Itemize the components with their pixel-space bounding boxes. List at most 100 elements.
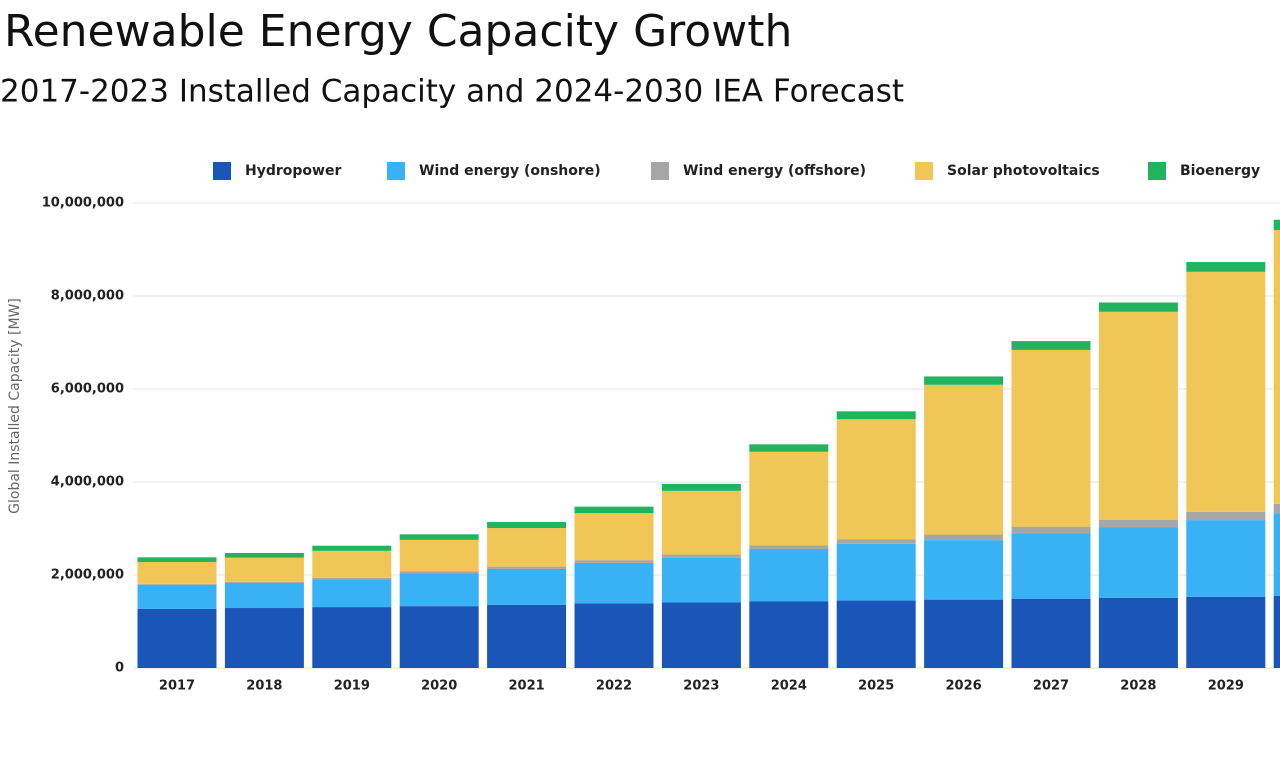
bar-segment	[312, 607, 392, 668]
bar-segment	[224, 581, 304, 583]
bar-segment	[749, 451, 829, 546]
legend-label: Wind energy (onshore)	[419, 163, 601, 179]
bar-segment	[661, 602, 741, 668]
bar-segment	[924, 599, 1004, 668]
bar-segment	[312, 579, 392, 608]
bar-segment	[1186, 596, 1266, 668]
x-tick-label: 2021	[509, 679, 545, 694]
chart-subtitle: 2017-2023 Installed Capacity and 2024-20…	[0, 74, 904, 110]
bar-segment	[137, 557, 217, 562]
bar-segment	[137, 584, 217, 609]
legend-label: Bioenergy	[1180, 163, 1260, 179]
bar-segment	[924, 534, 1004, 541]
bar-segment	[1011, 598, 1091, 668]
bar-segment	[661, 490, 741, 555]
bar-segment	[224, 608, 304, 668]
bar-segment	[836, 419, 916, 540]
bar-segment	[224, 553, 304, 558]
x-tick-label: 2024	[771, 679, 807, 694]
x-tick-label: 2020	[421, 679, 457, 694]
bar-segment	[661, 554, 741, 558]
bar-segment	[487, 566, 567, 569]
bar-segment	[224, 557, 304, 582]
bar-segment	[1273, 229, 1280, 504]
bar-segment	[399, 606, 479, 668]
x-tick-label: 2029	[1208, 679, 1244, 694]
bar-segment	[1273, 595, 1280, 668]
x-tick-label: 2022	[596, 679, 632, 694]
bar-segment	[1098, 597, 1178, 668]
bar-segment	[574, 560, 654, 563]
bar-segment	[487, 528, 567, 567]
bar-segment	[487, 604, 567, 668]
bar-segment	[1273, 513, 1280, 596]
bar-segment	[924, 384, 1004, 535]
bar-segment	[487, 521, 567, 529]
bar-segment	[661, 557, 741, 603]
bar-segment	[1011, 533, 1091, 599]
bar-segment	[1186, 271, 1266, 512]
x-tick-label: 2017	[159, 679, 195, 694]
bar-segment	[1011, 349, 1091, 527]
bar-segment	[312, 577, 392, 580]
bar-segment	[1273, 503, 1280, 514]
bar-segment	[1273, 219, 1280, 230]
bar-segment	[749, 444, 829, 452]
bar-segment	[224, 582, 304, 609]
bar-segment	[924, 540, 1004, 600]
y-tick-label: 6,000,000	[51, 382, 124, 397]
chart-title: Renewable Energy Capacity Growth	[4, 6, 792, 57]
y-tick-label: 2,000,000	[51, 568, 124, 583]
bar-segment	[1098, 302, 1178, 312]
y-axis-label: Global Installed Capacity [MW]	[7, 298, 23, 514]
legend-swatch	[387, 162, 405, 180]
bar-segment	[399, 534, 479, 540]
x-tick-label: 2027	[1033, 679, 1069, 694]
legend-swatch	[651, 162, 669, 180]
bar-segment	[1098, 519, 1178, 528]
bar-segment	[836, 543, 916, 601]
legend-swatch	[213, 162, 231, 180]
y-tick-label: 10,000,000	[42, 196, 124, 211]
x-tick-label: 2023	[683, 679, 719, 694]
bar-segment	[1098, 527, 1178, 598]
x-tick-label: 2019	[334, 679, 370, 694]
legend-swatch	[915, 162, 933, 180]
x-tick-label: 2025	[858, 679, 894, 694]
bar-segment	[1098, 311, 1178, 520]
bar-segment	[574, 506, 654, 514]
y-tick-label: 0	[115, 661, 124, 676]
x-tick-label: 2028	[1120, 679, 1156, 694]
bar-segment	[749, 548, 829, 602]
bar-segment	[399, 539, 479, 572]
bar-segment	[836, 539, 916, 544]
bar-segment	[749, 545, 829, 549]
bar-segment	[1186, 520, 1266, 597]
x-tick-label: 2026	[946, 679, 982, 694]
y-tick-label: 8,000,000	[51, 289, 124, 304]
bar-segment	[312, 550, 392, 578]
legend-label: Wind energy (offshore)	[683, 163, 866, 179]
bar-segment	[137, 608, 217, 668]
legend-label: Hydropower	[245, 163, 341, 179]
bar-segment	[1186, 262, 1266, 272]
bar-segment	[399, 571, 479, 574]
bar-segment	[1186, 511, 1266, 521]
x-tick-label: 2018	[246, 679, 282, 694]
bar-segment	[137, 561, 217, 584]
bar-segment	[836, 600, 916, 668]
bar-segment	[312, 545, 392, 551]
bar-segment	[137, 583, 217, 585]
bar-segment	[574, 603, 654, 668]
bar-segment	[1011, 526, 1091, 534]
bar-segment	[1011, 341, 1091, 350]
bar-segment	[399, 573, 479, 607]
bar-segment	[836, 411, 916, 420]
bar-segment	[487, 568, 567, 605]
bar-segment	[661, 483, 741, 491]
y-tick-label: 4,000,000	[51, 475, 124, 490]
bar-segment	[924, 376, 1004, 385]
legend-label: Solar photovoltaics	[947, 163, 1100, 179]
bar-segment	[749, 601, 829, 668]
